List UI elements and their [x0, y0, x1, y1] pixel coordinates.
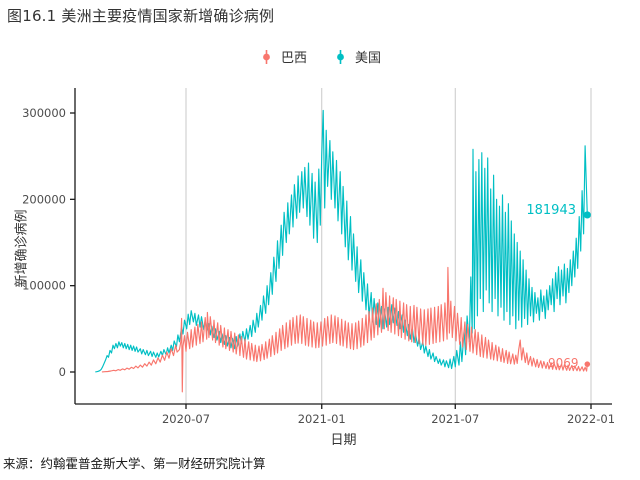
- legend: 巴西 美国: [0, 47, 640, 66]
- x-tick-label: 2022-01: [567, 412, 615, 426]
- source-note: 来源：约翰霍普金斯大学、第一财经研究院计算: [3, 456, 266, 471]
- x-tick-label: 2021-01: [298, 412, 346, 426]
- brazil-legend-key-icon: [263, 49, 270, 64]
- legend-label-us: 美国: [355, 51, 382, 66]
- us-series-line: [95, 109, 588, 373]
- legend-item-us: 美国: [333, 47, 381, 66]
- y-axis-title: 新增确诊病例: [14, 209, 30, 288]
- brazil-end-point: [584, 361, 591, 367]
- x-tick-label: 2020-07: [162, 412, 210, 426]
- y-tick-label: 0: [59, 365, 66, 379]
- us-legend-key-icon: [337, 49, 344, 64]
- brazil-last-value-label: 9069: [548, 356, 579, 370]
- us-last-value-label: 181943: [526, 203, 576, 218]
- figure-title: 图16.1 美洲主要疫情国家新增确诊病例: [7, 7, 275, 25]
- legend-label-brazil: 巴西: [280, 51, 307, 66]
- y-tick-label: 200000: [22, 192, 66, 206]
- x-axis-title: 日期: [330, 433, 357, 448]
- us-end-point: [583, 211, 591, 219]
- x-tick-label: 2021-07: [431, 412, 479, 426]
- y-tick-label: 300000: [22, 106, 66, 120]
- brazil-series-line: [101, 266, 588, 393]
- legend-item-brazil: 巴西: [259, 47, 307, 66]
